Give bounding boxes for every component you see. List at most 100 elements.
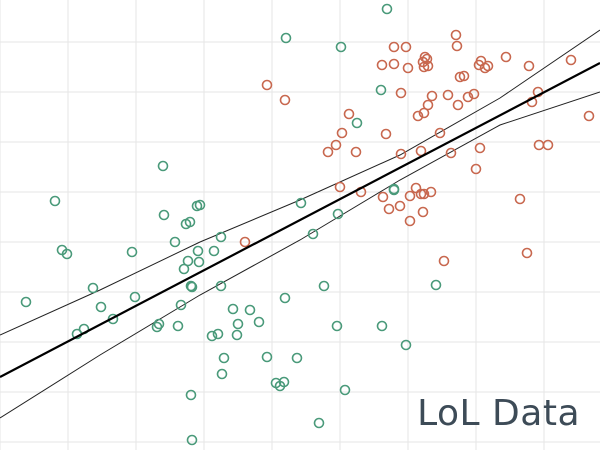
data-point-green (291, 352, 303, 364)
data-point-orange (322, 146, 334, 158)
data-point-orange (442, 89, 454, 101)
data-point-orange (458, 70, 470, 82)
data-point-orange (500, 51, 512, 63)
data-point-green (215, 280, 227, 292)
data-point-orange (474, 142, 486, 154)
data-point-orange (521, 247, 533, 259)
data-point-green (388, 184, 400, 196)
data-point-green (185, 389, 197, 401)
data-point-green (232, 318, 244, 330)
data-point-orange (482, 60, 494, 72)
data-point-green (208, 245, 220, 257)
data-point-orange (468, 88, 480, 100)
data-point-orange (445, 147, 457, 159)
data-point-green (261, 351, 273, 363)
data-point-orange (261, 79, 273, 91)
data-point-green (172, 320, 184, 332)
data-point-green (244, 304, 256, 316)
regression-line (0, 62, 600, 378)
data-point-orange (434, 127, 446, 139)
data-point-orange (380, 128, 392, 140)
data-point-orange (583, 110, 595, 122)
data-point-orange (404, 215, 416, 227)
data-point-green (126, 246, 138, 258)
data-point-orange (419, 51, 431, 63)
data-point-green (151, 321, 163, 333)
data-point-green (153, 318, 165, 330)
data-point-orange (336, 127, 348, 139)
data-point-green (61, 248, 73, 260)
confidence-band-lower (0, 91, 600, 419)
data-point-orange (426, 90, 438, 102)
regression-line-group (0, 62, 600, 378)
data-point-orange (402, 62, 414, 74)
data-point-green (193, 256, 205, 268)
data-point-orange (330, 139, 342, 151)
data-point-orange (514, 193, 526, 205)
data-point-green (169, 236, 181, 248)
data-point-green (331, 320, 343, 332)
data-point-orange (388, 41, 400, 53)
data-point-orange (479, 62, 491, 74)
confidence-band-upper (0, 29, 600, 336)
data-point-orange (279, 94, 291, 106)
data-point-green (212, 328, 224, 340)
data-point-green (339, 384, 351, 396)
data-point-green (158, 209, 170, 221)
data-point-orange (418, 107, 430, 119)
data-point-green (215, 231, 227, 243)
data-point-green (20, 296, 32, 308)
confidence-band (0, 29, 600, 419)
data-point-green (206, 330, 218, 342)
data-point-green (182, 255, 194, 267)
chart-caption: LoL Data (417, 393, 580, 434)
data-point-orange (418, 188, 430, 200)
data-point-green (335, 41, 347, 53)
data-point-orange (343, 108, 355, 120)
data-point-green (157, 160, 169, 172)
data-point-orange (422, 60, 434, 72)
data-point-orange (395, 148, 407, 160)
data-point-orange (438, 255, 450, 267)
data-point-orange (542, 139, 554, 151)
data-point-green (175, 299, 187, 311)
data-point-green (186, 434, 198, 446)
data-point-green (381, 3, 393, 15)
data-point-orange (334, 181, 346, 193)
data-point-green (400, 339, 412, 351)
data-point-orange (470, 163, 482, 175)
data-point-green (332, 208, 344, 220)
data-point-orange (239, 236, 251, 248)
data-point-orange (350, 146, 362, 158)
data-point-orange (410, 182, 422, 194)
data-point-green (430, 279, 442, 291)
data-point-green (95, 301, 107, 313)
data-point-green (87, 282, 99, 294)
data-point-orange (376, 59, 388, 71)
data-point-orange (417, 206, 429, 218)
data-point-orange (523, 60, 535, 72)
data-point-green (376, 320, 388, 332)
data-point-green (280, 32, 292, 44)
data-point-orange (383, 203, 395, 215)
data-point-green (351, 117, 363, 129)
data-point-green (184, 216, 196, 228)
data-point-orange (425, 186, 437, 198)
data-point-orange (422, 99, 434, 111)
data-point-orange (394, 200, 406, 212)
data-point-green (218, 352, 230, 364)
data-point-orange (454, 71, 466, 83)
data-point-green (295, 197, 307, 209)
data-point-orange (395, 87, 407, 99)
data-point-orange (565, 54, 577, 66)
data-point-orange (388, 58, 400, 70)
data-point-green (194, 199, 206, 211)
data-point-orange (450, 29, 462, 41)
data-point-green (318, 280, 330, 292)
data-point-green (307, 228, 319, 240)
data-point-orange (400, 41, 412, 53)
data-point-green (231, 329, 243, 341)
